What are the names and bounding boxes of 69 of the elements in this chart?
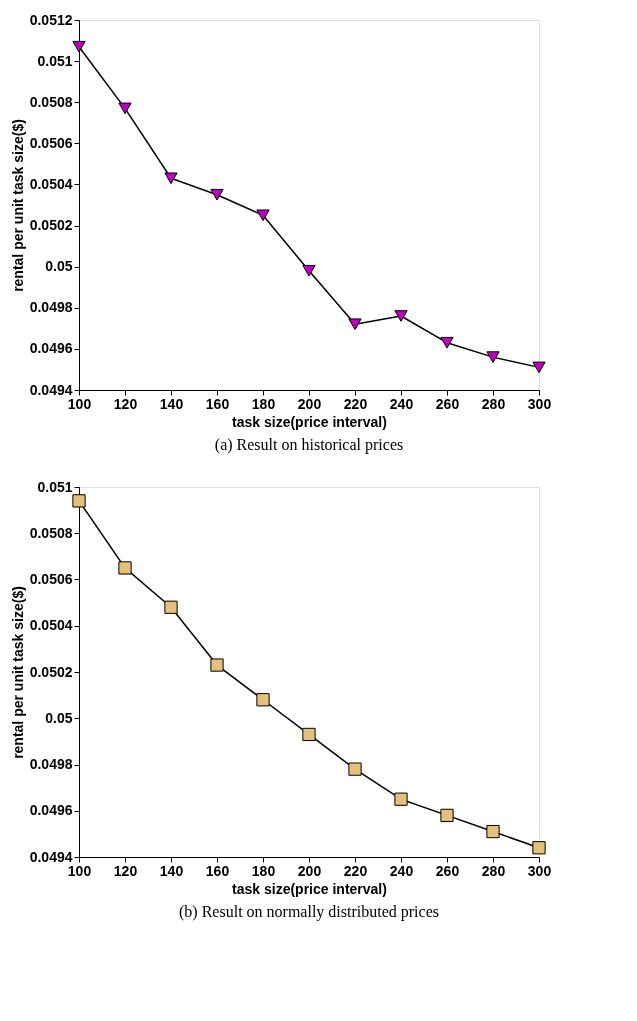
x-axis-title: task size(price interval): [232, 413, 387, 430]
point: [164, 600, 178, 614]
point: [210, 658, 224, 672]
y-axis-title: rental per unit task size($): [9, 119, 26, 292]
point: [256, 693, 270, 707]
y-tick-label: 0.05: [45, 258, 73, 275]
point: [348, 762, 362, 776]
point: [394, 310, 408, 322]
x-tick-label: 100: [67, 862, 92, 879]
x-tick-label: 180: [251, 862, 276, 879]
y-tick-label: 0.0502: [29, 217, 73, 234]
y-tick-label: 0.051: [37, 478, 73, 495]
point: [256, 209, 270, 222]
y-tick-label: 0.0498: [29, 299, 73, 316]
point: [118, 561, 132, 575]
y-tick-label: 0.0506: [29, 134, 73, 151]
point: [72, 40, 86, 53]
x-tick-label: 160: [205, 862, 230, 879]
point: [486, 824, 500, 839]
y-axis-title: rental per unit task size($): [9, 586, 26, 759]
x-tick-label: 120: [113, 862, 138, 879]
y-tick-label: 0.051: [37, 52, 73, 69]
text: (a) Result on historical prices: [214, 436, 404, 454]
y-tick-label: 0.0494: [29, 848, 73, 865]
x-tick-label: 280: [481, 395, 506, 412]
point: [118, 102, 132, 115]
y-tick-label: 0.0494: [29, 381, 73, 398]
y-tick-label: 0.0496: [29, 802, 73, 819]
x-tick-label: 220: [343, 862, 368, 879]
x-tick-label: 260: [435, 862, 460, 879]
x-tick-label: 260: [435, 395, 460, 412]
point: [486, 351, 500, 363]
x-tick-label: 240: [389, 395, 414, 412]
x-tick-label: 180: [251, 395, 276, 412]
point: [394, 792, 408, 806]
x-tick-label: 100: [67, 395, 92, 412]
x-tick-label: 280: [481, 862, 506, 879]
y-tick-label: 0.0498: [29, 756, 73, 772]
y-tick-label: 0.0506: [29, 571, 73, 587]
point: [532, 361, 546, 374]
y-tick-label: 0.0508: [29, 93, 73, 110]
x-tick-label: 240: [389, 862, 414, 879]
y-tick-label: 0.0512: [29, 11, 73, 28]
y-tick-label: 0.0502: [29, 663, 73, 680]
point: [302, 264, 316, 277]
x-tick-label: 220: [343, 395, 368, 412]
y-tick-label: 0.0508: [29, 524, 73, 541]
x-tick-label: 160: [205, 395, 230, 412]
y-tick-label: 0.0496: [29, 340, 73, 357]
text: (b) Result on normally distributed prices: [179, 903, 439, 921]
point: [302, 727, 316, 742]
x-tick-label: 140: [159, 862, 184, 879]
point: [532, 841, 546, 855]
point: [72, 494, 86, 508]
point: [440, 808, 454, 822]
point: [440, 336, 454, 349]
x-tick-label: 120: [113, 395, 138, 412]
x-axis-title: task size(price interval): [232, 880, 387, 897]
y-tick-label: 0.0504: [29, 617, 73, 634]
x-tick-label: 200: [297, 395, 322, 412]
y-tick-label: 0.0504: [29, 175, 73, 192]
x-tick-label: 300: [527, 395, 552, 412]
point: [348, 318, 362, 331]
x-tick-label: 300: [527, 862, 552, 879]
x-tick-label: 200: [297, 862, 322, 879]
x-tick-label: 140: [159, 395, 184, 412]
point: [210, 188, 224, 201]
point: [164, 172, 178, 185]
y-tick-label: 0.05: [45, 709, 73, 726]
